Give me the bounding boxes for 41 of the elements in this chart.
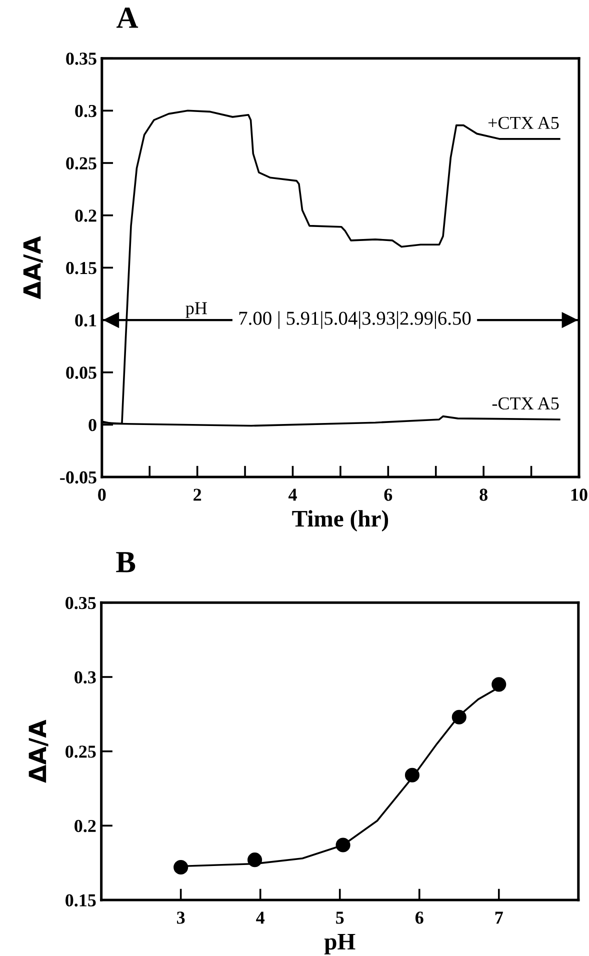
point — [336, 838, 350, 852]
y-tick-label: 0.1 — [75, 314, 96, 327]
chart-title: A — [116, 8, 138, 28]
point — [492, 677, 506, 692]
x-tick-label: 3 — [176, 912, 185, 924]
series-label: +CTX A5 — [488, 116, 559, 129]
y-tick-label: 0.3 — [75, 104, 96, 118]
y-tick-label: -0.05 — [60, 471, 96, 484]
y-axis-title: ΔA/A — [23, 236, 43, 300]
x-tick-label: 7 — [495, 912, 503, 924]
y-tick-label: 0.2 — [75, 210, 96, 222]
y-tick-label: 0 — [88, 418, 96, 432]
x-tick-label: 2 — [194, 488, 202, 501]
y-tick-label: 0.15 — [66, 262, 96, 274]
x-tick-label: 8 — [480, 488, 488, 501]
x-tick-label: 6 — [384, 488, 392, 501]
chart-title: B — [116, 552, 136, 572]
point — [174, 860, 188, 875]
y-tick-label: 0.35 — [66, 596, 96, 610]
point — [452, 710, 466, 724]
x-tick-label: 4 — [288, 488, 297, 501]
x-tick-label: 4 — [256, 912, 265, 924]
y-tick-label: 0.35 — [66, 52, 96, 65]
x-tick-label: 10 — [571, 488, 588, 501]
x-tick-label: 0 — [98, 488, 106, 501]
x-tick-label: 5 — [336, 912, 344, 924]
x-tick-label: 6 — [415, 912, 424, 924]
y-tick-label: 0.05 — [66, 366, 96, 379]
y-tick-label: 0.25 — [66, 746, 96, 758]
point — [404, 768, 420, 782]
y-tick-label: 0.15 — [66, 894, 96, 906]
x-axis-title: Time (hr) — [292, 510, 388, 532]
x-axis-title: pH — [324, 934, 356, 954]
point — [247, 852, 262, 868]
y-tick-label: 0.3 — [74, 671, 96, 684]
annotation: 7.00 | 5.91|5.04|3.93|2.99|6.50 — [239, 311, 471, 329]
y-tick-label: 0.25 — [66, 157, 96, 170]
y-axis-title: ΔA/A — [28, 720, 48, 783]
y-tick-label: 0.2 — [74, 820, 96, 832]
ref-line-label: pH — [186, 302, 207, 318]
series-label: -CTX A5 — [492, 397, 559, 410]
